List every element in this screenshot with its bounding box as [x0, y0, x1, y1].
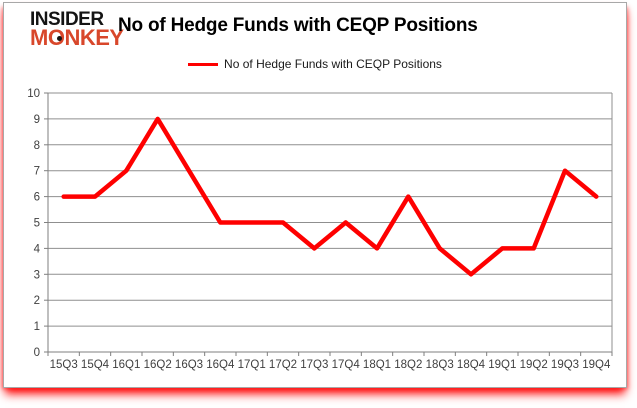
y-tick-label: 9	[34, 114, 40, 126]
series-line	[61, 116, 599, 277]
x-tick-label: 17Q2	[269, 359, 297, 371]
x-tick-label: 16Q3	[175, 359, 203, 371]
legend: No of Hedge Funds with CEQP Positions	[4, 56, 626, 72]
x-tick-label: 17Q3	[300, 359, 328, 371]
y-tick-label: 1	[34, 321, 40, 333]
x-tick-label: 16Q2	[144, 359, 172, 371]
insider-monkey-logo: INSIDER MONKEY	[30, 10, 124, 49]
legend-line-swatch	[188, 62, 219, 66]
x-tick-label: 19Q1	[488, 359, 516, 371]
x-tick-label: 16Q4	[206, 359, 235, 371]
x-tick-label: 19Q2	[520, 359, 548, 371]
line-chart-plot: 0 1 2 3 4 5 6 7 8 9 10 15Q3 15Q4 16Q1 16Q2 16Q3 16Q4 17Q1…	[27, 88, 613, 371]
x-tick-label: 19Q4	[582, 359, 611, 371]
logo-text-insider: INSIDER	[30, 9, 104, 30]
y-tick-label: 3	[34, 269, 40, 281]
x-tick-label: 17Q4	[332, 359, 361, 371]
y-tick-label: 6	[34, 192, 40, 204]
legend-label: No of Hedge Funds with CEQP Positions	[224, 57, 442, 71]
logo-text-monkey: MONKEY	[30, 27, 124, 49]
y-tick-label: 5	[34, 218, 40, 230]
y-tick-label: 2	[34, 295, 40, 307]
x-tick-label: 15Q4	[81, 359, 110, 371]
y-tick-label: 0	[34, 347, 40, 359]
x-tick-label: 18Q1	[363, 359, 391, 371]
y-tick-label: 7	[34, 166, 40, 178]
y-tick-label: 8	[34, 140, 40, 152]
x-tick-label: 18Q2	[394, 359, 422, 371]
x-tick-label: 19Q3	[551, 359, 579, 371]
y-tick-label: 4	[34, 243, 41, 255]
logo-text-monkey-word: MONKEY	[30, 25, 124, 50]
x-tick-label: 18Q3	[426, 359, 454, 371]
chart-frame: INSIDER MONKEY No of Hedge Funds with CE…	[3, 2, 627, 388]
x-tick-label: 15Q3	[50, 359, 78, 371]
x-tick-label: 18Q4	[457, 359, 486, 371]
x-tick-label: 17Q1	[238, 359, 266, 371]
chart-title: No of Hedge Funds with CEQP Positions	[118, 15, 478, 36]
y-tick-label: 10	[27, 88, 40, 100]
monkey-eye-icon	[57, 36, 62, 41]
x-tick-label: 16Q1	[112, 359, 140, 371]
